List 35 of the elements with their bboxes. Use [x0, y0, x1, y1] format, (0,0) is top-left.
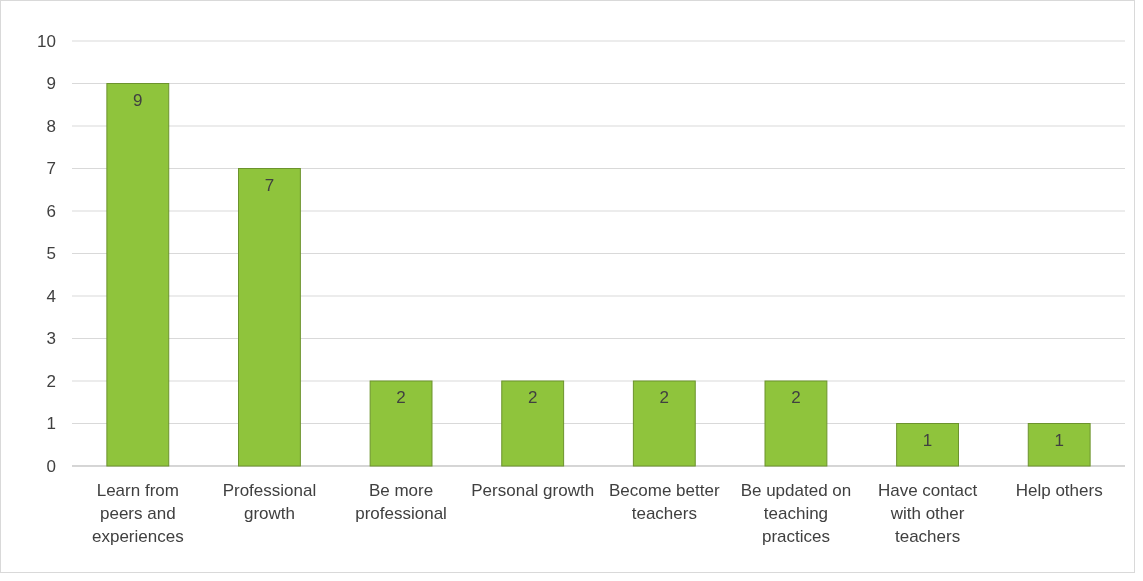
bar	[238, 168, 301, 467]
y-tick-label: 2	[46, 371, 56, 391]
x-tick-label: Be updated on teaching practices	[740, 481, 852, 546]
x-tick-label: Become better teachers	[609, 481, 720, 523]
data-label: 1	[922, 430, 933, 450]
x-tick-label: Have contact with other teachers	[877, 481, 978, 546]
data-label: 2	[659, 388, 670, 407]
data-label: 2	[791, 388, 801, 407]
y-tick-label: 9	[46, 74, 56, 94]
y-tick-label: 4	[46, 286, 56, 306]
y-tick-label: 3	[46, 329, 56, 349]
y-tick-label: 5	[46, 244, 56, 264]
data-label: 2	[527, 388, 538, 407]
x-tick-label: Be more professional	[355, 481, 447, 523]
data-label: 1	[1054, 430, 1064, 450]
bar	[764, 380, 828, 467]
bar	[632, 380, 696, 467]
bar	[106, 83, 170, 467]
bar	[369, 380, 433, 467]
bar	[896, 423, 959, 467]
x-tick-label: Help others	[1015, 481, 1103, 500]
y-tick-label: 0	[46, 456, 56, 476]
x-tick-label: Personal growth	[471, 481, 595, 500]
x-tick-label: Professional growth	[222, 481, 317, 523]
x-tick-label: Learn from peers and experiences	[91, 481, 184, 546]
data-label: 9	[133, 90, 143, 110]
y-tick-label: 1	[46, 414, 56, 434]
y-tick-label: 6	[46, 201, 56, 221]
y-tick-label: 10	[37, 31, 56, 51]
data-label: 7	[264, 175, 275, 195]
bar	[501, 380, 565, 467]
bar	[1027, 423, 1091, 467]
y-tick-label: 8	[46, 116, 56, 136]
y-tick-label: 7	[46, 159, 56, 179]
data-label: 2	[396, 388, 406, 407]
